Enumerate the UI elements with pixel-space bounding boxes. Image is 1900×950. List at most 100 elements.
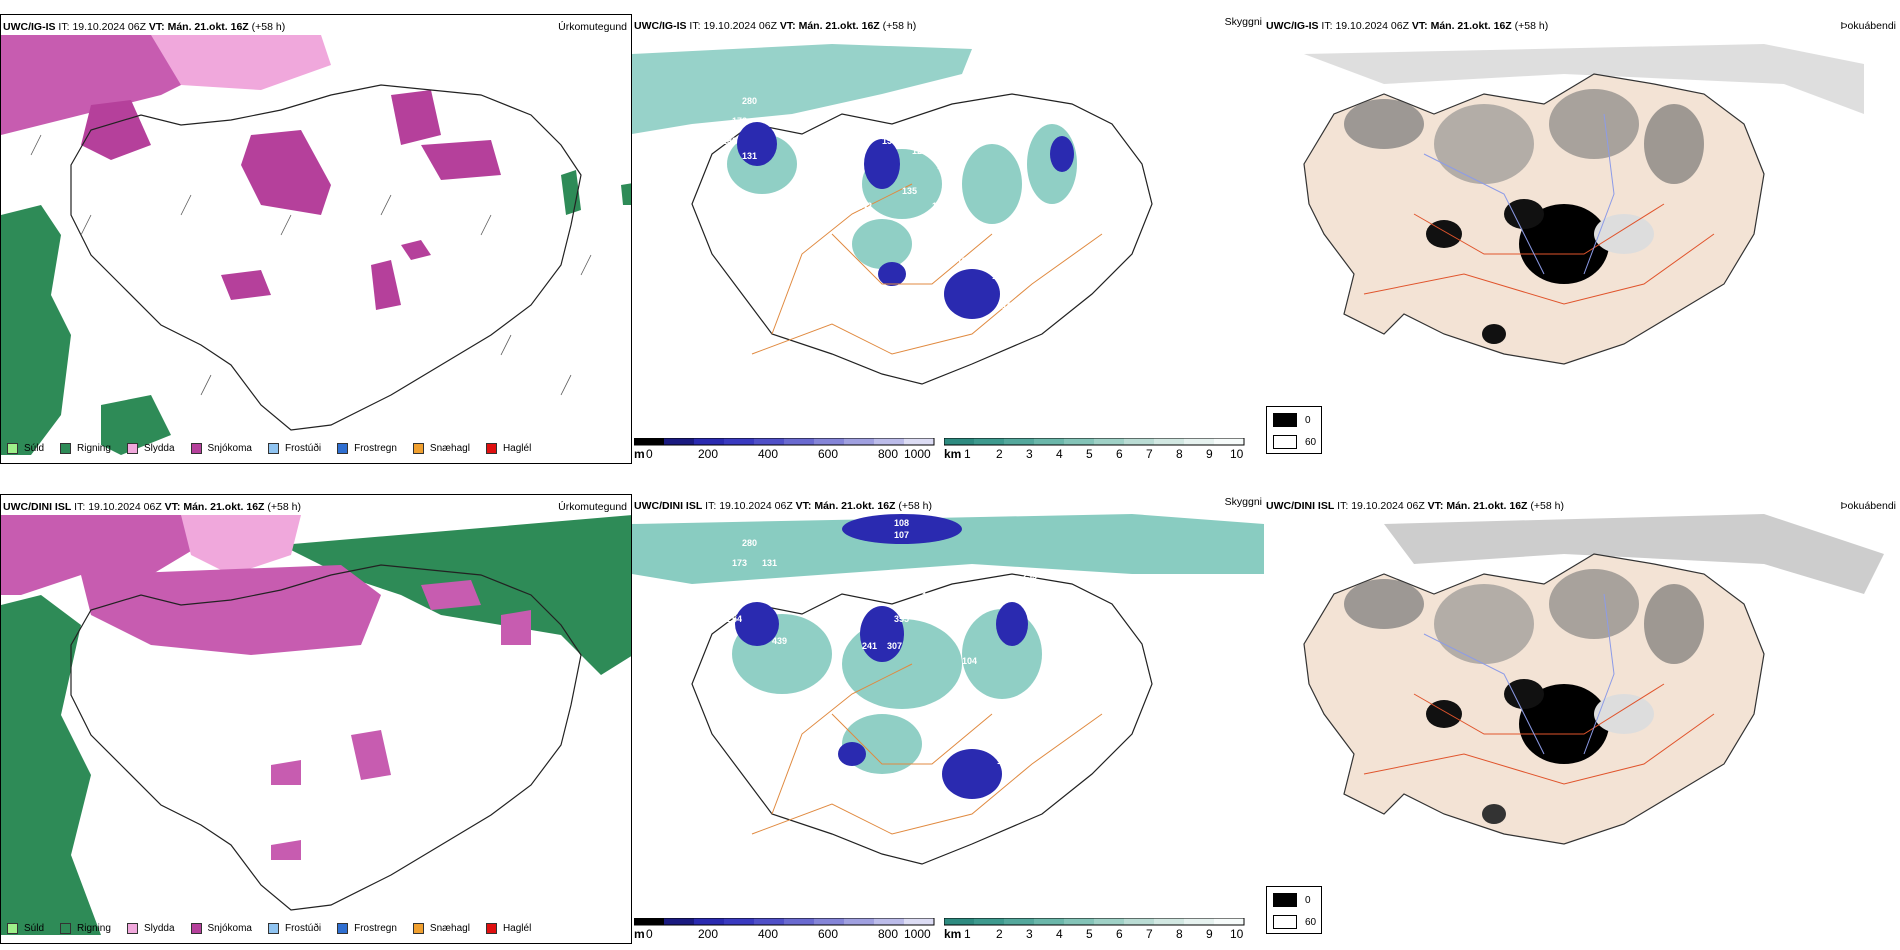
legend-item: Snæhagl [412, 442, 470, 454]
svg-text:159: 159 [882, 136, 897, 146]
svg-text:108: 108 [894, 518, 909, 528]
svg-text:308: 308 [982, 586, 997, 596]
fog-shading [1344, 89, 1704, 344]
precip-panel-2: UWC/DINI ISL IT: 19.10.2024 06Z VT: Mán.… [0, 494, 632, 944]
svg-text:150: 150 [937, 251, 952, 261]
svg-text:254: 254 [727, 614, 742, 624]
svg-text:177: 177 [922, 576, 937, 586]
vis-panel-1: UWC/IG-IS IT: 19.10.2024 06Z VT: Mán. 21… [632, 14, 1264, 464]
panel-header: UWC/DINI ISL IT: 19.10.2024 06Z VT: Mán.… [1266, 500, 1564, 512]
legend-item: Haglél [485, 442, 531, 454]
svg-text:188: 188 [1072, 111, 1087, 121]
svg-text:439: 439 [772, 636, 787, 646]
svg-text:110: 110 [997, 756, 1012, 766]
legend-item: Slydda [126, 442, 175, 454]
road-network [751, 183, 1103, 355]
panel-header: UWC/DINI ISL IT: 19.10.2024 06Z VT: Mán.… [3, 501, 301, 513]
svg-text:241: 241 [862, 641, 877, 651]
svg-text:367: 367 [707, 646, 722, 656]
wind-barbs [30, 134, 592, 396]
svg-text:113: 113 [957, 256, 972, 266]
svg-text:200: 200 [1092, 171, 1107, 181]
vis-panel-2: UWC/DINI ISL IT: 19.10.2024 06Z VT: Mán.… [632, 494, 1264, 944]
svg-text:225: 225 [1042, 231, 1057, 241]
svg-text:87: 87 [1032, 311, 1042, 321]
svg-text:131: 131 [742, 151, 757, 161]
visibility-map: 108 107 280 173 131 152 163 177 161 235 … [632, 514, 1264, 865]
legend-item: Snæhagl [412, 922, 470, 934]
svg-text:105: 105 [1012, 321, 1027, 331]
legend-item: Súld [7, 442, 44, 454]
fog-legend: 0 60 [1266, 886, 1322, 934]
low-cloud-areas [737, 122, 1074, 319]
panel-header: UWC/IG-IS IT: 19.10.2024 06Z VT: Mán. 21… [1266, 20, 1549, 32]
green-rain-west [1, 205, 171, 455]
svg-text:153: 153 [1037, 596, 1052, 606]
visibility-colorbar: km 1 2 3 4 5 6 7 8 9 10 [944, 438, 1254, 462]
svg-text:355: 355 [894, 614, 909, 624]
visibility-map: 280 173 141 182 131 202 159 122 135 194 … [632, 44, 1153, 385]
panel-title: Skyggni [1224, 496, 1262, 508]
fog-legend: 0 60 [1266, 406, 1322, 454]
cloud-base-colorbar: m 0 200 400 600 800 1000 [634, 918, 944, 942]
svg-text:161: 161 [922, 591, 937, 601]
svg-text:104: 104 [962, 656, 977, 666]
svg-text:87: 87 [932, 846, 942, 856]
svg-text:194: 194 [932, 201, 947, 211]
svg-text:107: 107 [894, 530, 909, 540]
precip-legend: Súld Rigning Slydda Snjókoma Frostúði Fr… [1, 917, 541, 939]
rain-east [561, 170, 631, 215]
svg-text:152: 152 [822, 586, 837, 596]
svg-text:136: 136 [912, 806, 927, 816]
panel-title: Þokuábendi [1840, 20, 1896, 32]
legend-item: Snjókoma [190, 922, 252, 934]
svg-text:280: 280 [742, 96, 757, 106]
fog-map [1303, 44, 1864, 365]
legend-item: Frostúði [267, 922, 321, 934]
legend-item: Frostregn [337, 922, 397, 934]
svg-text:110: 110 [992, 271, 1007, 281]
precip-legend: Súld Rigning Slydda Snjókoma Frostúði Fr… [1, 437, 541, 459]
fog-panel-1: UWC/IG-IS IT: 19.10.2024 06Z VT: Mán. 21… [1264, 14, 1900, 464]
snow-nw [1, 35, 501, 310]
panel-header: UWC/DINI ISL IT: 19.10.2024 06Z VT: Mán.… [634, 500, 932, 512]
svg-text:141: 141 [782, 116, 797, 126]
panel-title: Þokuábendi [1840, 500, 1896, 512]
fog-map [1303, 514, 1884, 845]
visibility-colorbar: km 1 2 3 4 5 6 7 8 9 10 [944, 918, 1254, 942]
svg-text:242: 242 [857, 201, 872, 211]
cloud-base-colorbar: m 0 200 400 600 800 1000 [634, 438, 944, 462]
svg-text:98: 98 [1007, 741, 1017, 751]
legend-item: Slydda [126, 922, 175, 934]
svg-text:101: 101 [1002, 301, 1017, 311]
precip-map [1, 515, 631, 935]
rivers-roads [1363, 113, 1715, 305]
svg-text:161: 161 [937, 161, 952, 171]
precip-map [1, 35, 631, 455]
svg-text:182: 182 [722, 136, 737, 146]
svg-text:163: 163 [877, 591, 892, 601]
panel-title: Úrkomutegund [558, 501, 627, 513]
legend-item: Frostregn [337, 442, 397, 454]
precip-panel-1: UWC/IG-IS IT: 19.10.2024 06Z VT: Mán. 21… [0, 14, 632, 464]
svg-text:122: 122 [912, 146, 927, 156]
panel-header: UWC/IG-IS IT: 19.10.2024 06Z VT: Mán. 21… [3, 21, 286, 33]
legend-item: Rigning [60, 922, 111, 934]
svg-text:131: 131 [762, 558, 777, 568]
svg-text:135: 135 [902, 186, 917, 196]
panel-title: Skyggni [1224, 16, 1262, 28]
svg-text:130: 130 [1072, 616, 1087, 626]
svg-text:173: 173 [732, 558, 747, 568]
svg-text:198: 198 [1027, 116, 1042, 126]
svg-text:82: 82 [1012, 281, 1022, 291]
cloud-base-labels: 280 173 141 182 131 202 159 122 135 194 … [712, 96, 1107, 331]
svg-text:235: 235 [1022, 571, 1037, 581]
panel-title: Úrkomutegund [558, 21, 627, 33]
svg-text:173: 173 [732, 116, 747, 126]
legend-item: Frostúði [267, 442, 321, 454]
svg-text:85: 85 [1042, 768, 1052, 778]
svg-text:280: 280 [742, 538, 757, 548]
legend-item: Snjókoma [190, 442, 252, 454]
legend-item: Haglél [485, 922, 531, 934]
legend-item: Súld [7, 922, 44, 934]
